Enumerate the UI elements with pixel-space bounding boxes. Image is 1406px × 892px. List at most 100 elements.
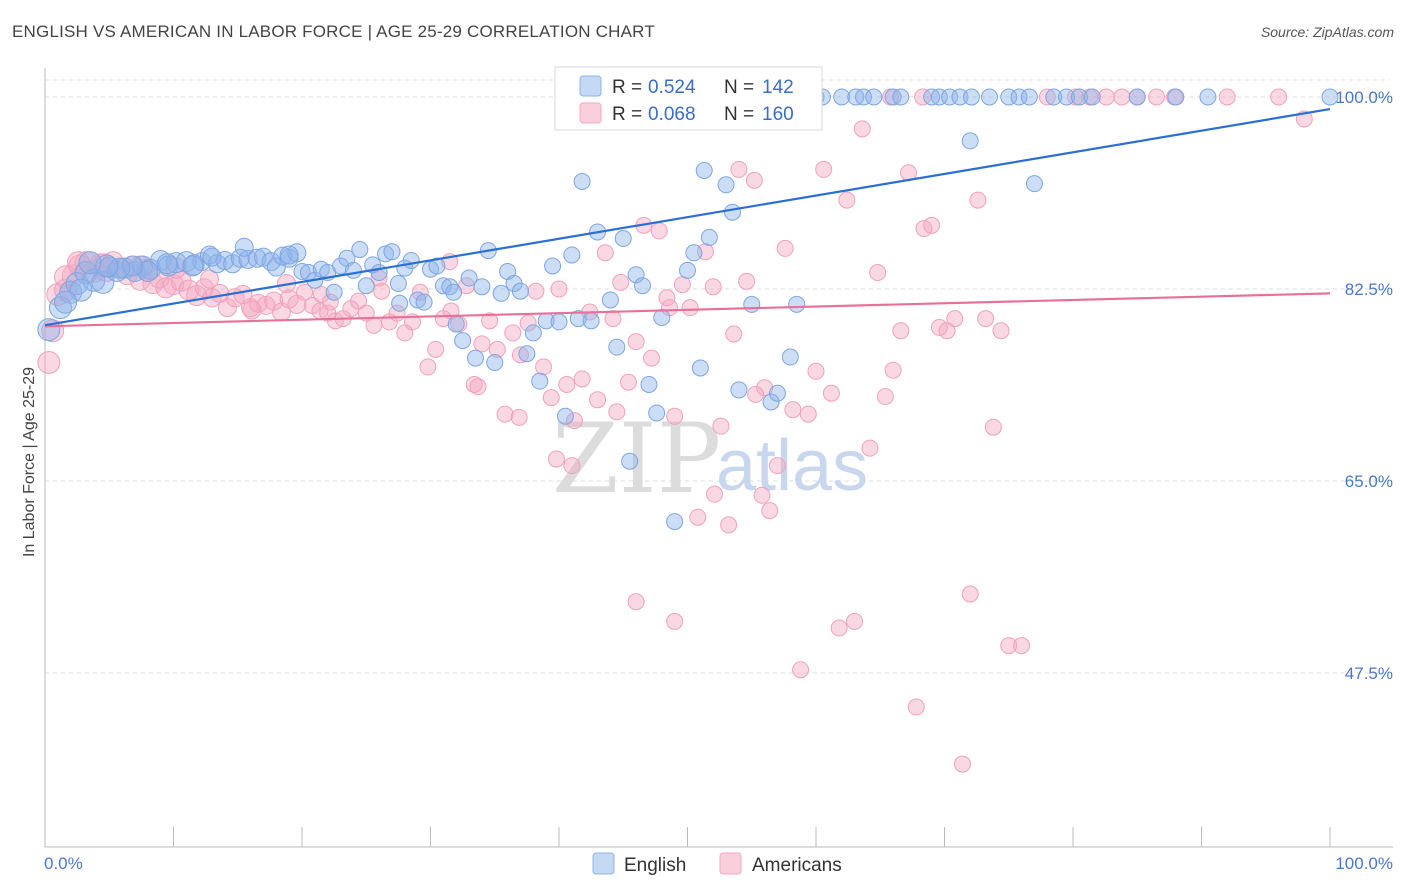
english-point (892, 88, 910, 106)
y-tick-label-2: 65.0% (1345, 472, 1393, 491)
english-point (370, 264, 388, 282)
americans-point (589, 391, 607, 409)
americans-point (892, 322, 910, 340)
english-point (234, 237, 254, 257)
americans-point (720, 516, 738, 534)
americans-point (619, 373, 637, 391)
y-tick-labels: 100.0% 82.5% 65.0% 47.5% (1335, 88, 1393, 683)
source-credit: Source: ZipAtlas.com (1260, 24, 1394, 40)
bottom-legend-english-label: English (624, 855, 686, 876)
americans-point (853, 120, 871, 138)
americans-point (1218, 88, 1236, 106)
english-point (1020, 88, 1038, 106)
americans-point (705, 485, 723, 503)
english-point (293, 262, 311, 280)
english-point (961, 132, 979, 150)
americans-point (511, 346, 529, 364)
english-point (69, 278, 93, 302)
legend-americans-swatch (579, 102, 602, 124)
english-point (691, 359, 709, 377)
americans-point (768, 457, 786, 475)
english-point (569, 310, 587, 328)
legend-americans-r-label: R = (612, 104, 642, 125)
english-point (428, 257, 446, 275)
americans-point (745, 171, 763, 189)
americans-point (666, 407, 684, 425)
americans-point (547, 450, 565, 468)
americans-point (923, 216, 941, 234)
americans-point (799, 405, 817, 423)
americans-point (264, 291, 284, 311)
americans-point (643, 349, 661, 367)
english-point (207, 254, 227, 274)
english-point (648, 404, 666, 422)
bottom-legend-americans-label: Americans (752, 855, 842, 876)
americans-point (946, 310, 964, 328)
americans-point (535, 358, 553, 376)
americans-point (604, 310, 622, 328)
english-point (518, 345, 536, 363)
americans-point (756, 379, 774, 397)
americans-point (673, 276, 691, 294)
americans-point (296, 283, 314, 301)
americans-point (730, 160, 748, 178)
chart-title: ENGLISH VS AMERICAN IN LABOR FORCE | AGE… (12, 22, 655, 41)
americans-point (573, 370, 591, 388)
english-point (544, 257, 562, 275)
english-point (833, 88, 851, 106)
americans-point (681, 299, 699, 317)
americans-point (807, 362, 825, 380)
americans-point (776, 239, 794, 257)
legend-english-n-value: 142 (762, 77, 794, 98)
americans-point (1067, 88, 1085, 106)
english-point (215, 250, 235, 270)
english-point (762, 393, 780, 411)
americans-point (784, 401, 802, 419)
axes (44, 68, 1393, 848)
americans-point (838, 191, 856, 209)
english-point (855, 88, 873, 106)
english-point (614, 230, 632, 248)
english-point (781, 348, 799, 366)
americans-point (725, 325, 743, 343)
americans-point (527, 282, 545, 300)
americans-point (365, 316, 383, 334)
grid-lines (45, 79, 1390, 674)
english-point (357, 277, 375, 295)
english-point (666, 513, 684, 531)
english-point (466, 349, 484, 367)
americans-point (1097, 88, 1115, 106)
english-point (447, 315, 465, 333)
americans-point (242, 300, 262, 320)
legend-americans-n-value: 160 (762, 104, 794, 125)
americans-point (469, 378, 487, 396)
legend-english-r-value: 0.524 (648, 77, 696, 98)
english-point (156, 253, 178, 275)
watermark: ZIP atlas (552, 403, 868, 515)
americans-point (712, 417, 730, 435)
english-point (182, 255, 204, 277)
americans-point (992, 322, 1010, 340)
english-point (634, 277, 652, 295)
english-point (1045, 88, 1063, 106)
americans-point (563, 457, 581, 475)
americans-point (938, 322, 956, 340)
americans-point (488, 340, 506, 358)
americans-point (542, 389, 560, 407)
english-point (768, 384, 786, 402)
english-point (460, 269, 478, 287)
english-point (391, 294, 409, 312)
english-point (695, 162, 713, 180)
english-point (486, 354, 504, 372)
english-point (1083, 88, 1101, 106)
americans-point (1148, 88, 1166, 106)
americans-point (658, 289, 676, 307)
y-tick-label-0: 100.0% (1335, 88, 1393, 107)
english-point (930, 88, 948, 106)
americans-point (510, 408, 528, 426)
americans-point (969, 191, 987, 209)
bottom-legend: English Americans (592, 852, 842, 876)
english-point (445, 283, 463, 301)
americans-point (496, 405, 514, 423)
english-point (621, 452, 639, 470)
